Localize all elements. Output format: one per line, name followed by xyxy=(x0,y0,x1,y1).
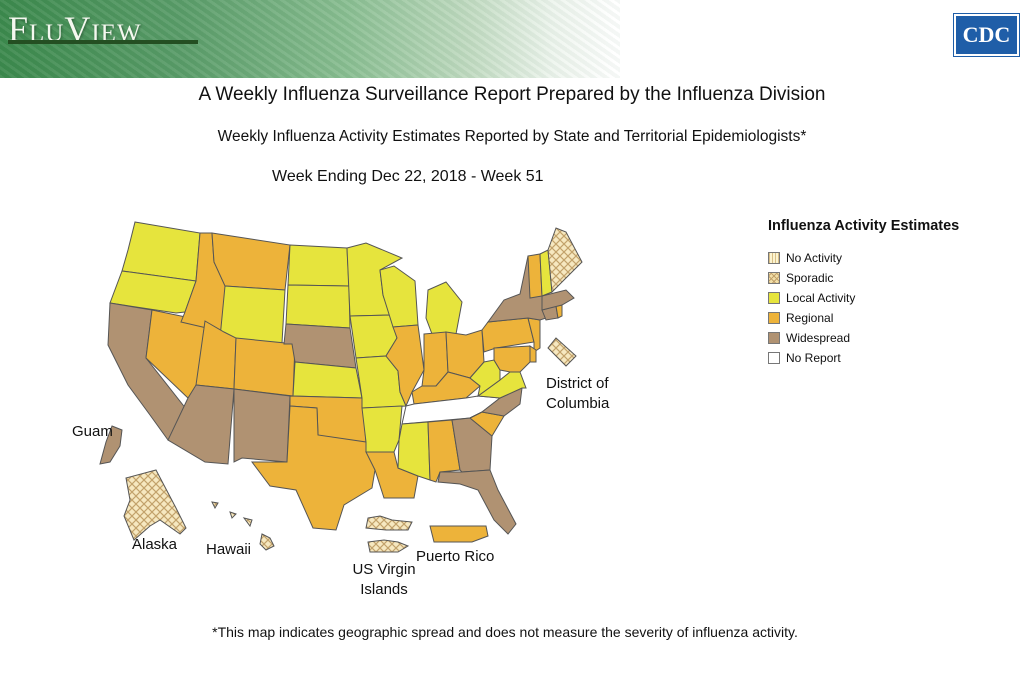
legend: Influenza Activity Estimates No Activity… xyxy=(768,218,959,368)
state-MA xyxy=(541,289,575,311)
state-USVI-1 xyxy=(365,515,413,531)
usvi-label-line2: Islands xyxy=(360,581,408,598)
alaska-label: Alaska xyxy=(132,536,178,553)
no-report-swatch xyxy=(768,352,780,364)
state-VA xyxy=(476,371,527,399)
week-label: Week Ending Dec 22, 2018 - Week 51 xyxy=(272,168,544,185)
hawaii-island-2 xyxy=(242,517,253,528)
usvi-label-line1: US Virgin xyxy=(352,561,416,578)
legend-item-no-report: No Report xyxy=(768,348,959,368)
state-PR xyxy=(429,525,489,543)
state-AZ xyxy=(167,384,235,465)
state-AK xyxy=(123,469,187,541)
state-Guam xyxy=(99,425,123,465)
state-KS xyxy=(292,361,363,399)
state-NM xyxy=(233,388,291,463)
legend-item-widespread: Widespread xyxy=(768,328,959,348)
state-HI xyxy=(259,533,275,551)
cdc-logo[interactable]: CDC xyxy=(954,14,1019,56)
usvi-label: US Virgin Islands xyxy=(346,560,422,600)
regional-swatch xyxy=(768,312,780,324)
state-CO xyxy=(233,337,296,397)
hawaii-island-3 xyxy=(229,511,237,519)
state-MD xyxy=(493,345,531,373)
legend-label: No Activity xyxy=(786,251,843,265)
state-MT xyxy=(211,232,291,291)
legend-item-local-activity: Local Activity xyxy=(768,288,959,308)
local-activity-swatch xyxy=(768,292,780,304)
legend-title: Influenza Activity Estimates xyxy=(768,218,960,234)
legend-label: Regional xyxy=(786,311,834,325)
dc-label-line2: Columbia xyxy=(546,395,610,412)
legend-label: Sporadic xyxy=(786,271,834,285)
logo-underline xyxy=(8,40,198,44)
state-USVI-2 xyxy=(367,539,410,553)
state-ME xyxy=(547,227,583,294)
dc-label-line1: District of xyxy=(546,375,609,392)
legend-item-regional: Regional xyxy=(768,308,959,328)
puerto-rico-label: Puerto Rico xyxy=(416,548,495,565)
hawaii-label: Hawaii xyxy=(206,541,252,558)
legend-label: No Report xyxy=(786,351,841,365)
hawaii-island-4 xyxy=(211,501,219,510)
widespread-swatch xyxy=(768,332,780,344)
state-ND xyxy=(287,244,350,287)
report-title: A Weekly Influenza Surveillance Report P… xyxy=(198,84,826,105)
header-banner: FluView CDC xyxy=(0,0,1024,78)
state-OR xyxy=(109,270,197,314)
state-FL xyxy=(437,469,517,535)
state-LA xyxy=(365,451,419,499)
state-DE xyxy=(529,345,537,363)
state-NE xyxy=(283,323,357,369)
state-SD xyxy=(285,284,351,329)
state-NC xyxy=(469,387,523,419)
state-IL xyxy=(385,324,425,408)
guam-label: Guam xyxy=(72,423,113,440)
no-activity-swatch xyxy=(768,252,780,264)
legend-label: Local Activity xyxy=(786,291,856,305)
dc-label: District of Columbia xyxy=(546,374,609,414)
banner-texture xyxy=(0,0,620,78)
state-TX xyxy=(251,405,376,531)
sporadic-swatch xyxy=(768,272,780,284)
legend-item-no-activity: No Activity xyxy=(768,248,959,268)
legend-item-sporadic: Sporadic xyxy=(768,268,959,288)
footnote: *This map indicates geographic spread an… xyxy=(212,624,798,640)
legend-label: Widespread xyxy=(786,331,851,345)
state-MI xyxy=(425,281,463,335)
state-WV xyxy=(469,359,501,398)
state-AR xyxy=(361,405,403,453)
report-subtitle: Weekly Influenza Activity Estimates Repo… xyxy=(217,128,807,145)
state-DC xyxy=(547,337,577,367)
